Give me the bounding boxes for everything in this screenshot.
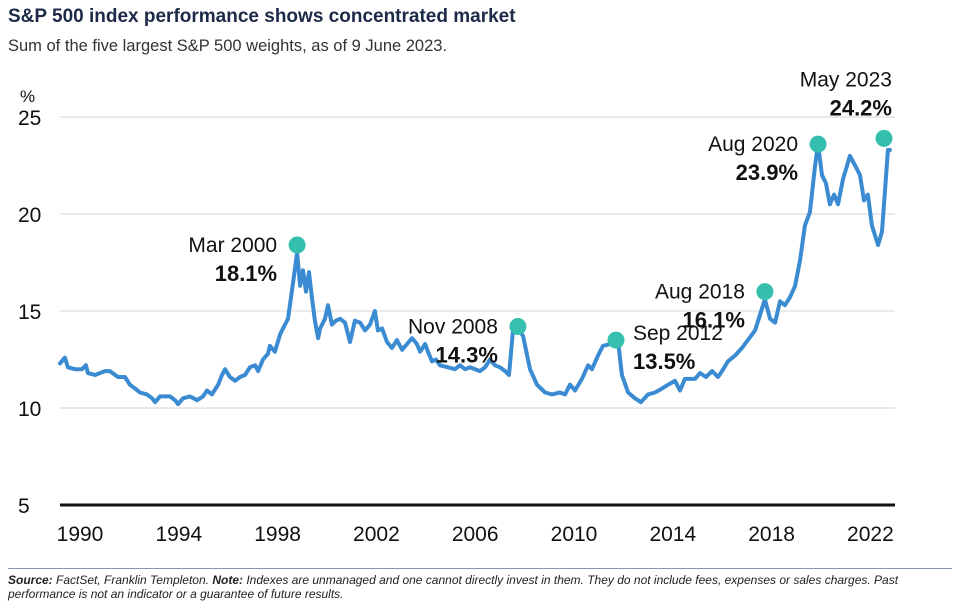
annotation-value: 18.1% bbox=[215, 261, 277, 286]
x-tick-label: 2022 bbox=[847, 523, 894, 546]
x-tick-label: 2006 bbox=[452, 523, 499, 546]
x-tick-label: 1990 bbox=[57, 523, 104, 546]
x-tick-label: 2018 bbox=[748, 523, 795, 546]
note-text: Indexes are unmanaged and one cannot dir… bbox=[8, 573, 899, 601]
annotation-date: May 2023 bbox=[800, 68, 892, 91]
x-tick-label: 2002 bbox=[353, 523, 400, 546]
x-tick-label: 1998 bbox=[254, 523, 301, 546]
y-tick-label: 20 bbox=[18, 204, 41, 227]
chart-subtitle: Sum of the five largest S&P 500 weights,… bbox=[8, 37, 448, 55]
y-tick-label: 10 bbox=[18, 398, 41, 421]
source-text: FactSet, Franklin Templeton. bbox=[52, 573, 213, 587]
x-tick-label: 2010 bbox=[551, 523, 598, 546]
annotation-value: 13.5% bbox=[633, 349, 695, 374]
annotation-value: 23.9% bbox=[736, 160, 798, 185]
note-label: Note: bbox=[212, 573, 243, 587]
annotation-date: Aug 2020 bbox=[708, 133, 798, 156]
annotation-value: 16.1% bbox=[683, 308, 745, 333]
peak-marker bbox=[756, 283, 774, 301]
chart-title: S&P 500 index performance shows concentr… bbox=[8, 6, 516, 27]
annotation-value: 14.3% bbox=[436, 343, 498, 368]
y-tick-label: 15 bbox=[18, 301, 41, 324]
annotation-date: Aug 2018 bbox=[655, 281, 745, 304]
annotation-value: 24.2% bbox=[830, 95, 892, 120]
x-tick-label: 1994 bbox=[155, 523, 202, 546]
annotation-date: Mar 2000 bbox=[188, 234, 277, 257]
source-label: Source: bbox=[8, 573, 53, 587]
annotation-date: Sep 2012 bbox=[633, 322, 723, 345]
peak-marker bbox=[875, 129, 893, 147]
footnote: Source: FactSet, Franklin Templeton. Not… bbox=[8, 573, 948, 601]
annotation-date: Nov 2008 bbox=[408, 316, 498, 339]
y-axis-unit: % bbox=[20, 87, 35, 106]
line-chart: 5 10 15 20 25% 1990 1994 1998 2002 2006 2010 2014 20… bbox=[18, 68, 895, 546]
y-tick-label: 25 bbox=[18, 107, 41, 130]
peak-marker bbox=[607, 331, 625, 349]
peak-marker bbox=[809, 135, 827, 153]
footer-divider bbox=[8, 568, 952, 569]
y-tick-label: 5 bbox=[18, 495, 30, 518]
peak-marker bbox=[509, 318, 527, 336]
peak-marker bbox=[288, 236, 306, 254]
series-line bbox=[58, 142, 892, 407]
x-tick-label: 2014 bbox=[649, 523, 696, 546]
